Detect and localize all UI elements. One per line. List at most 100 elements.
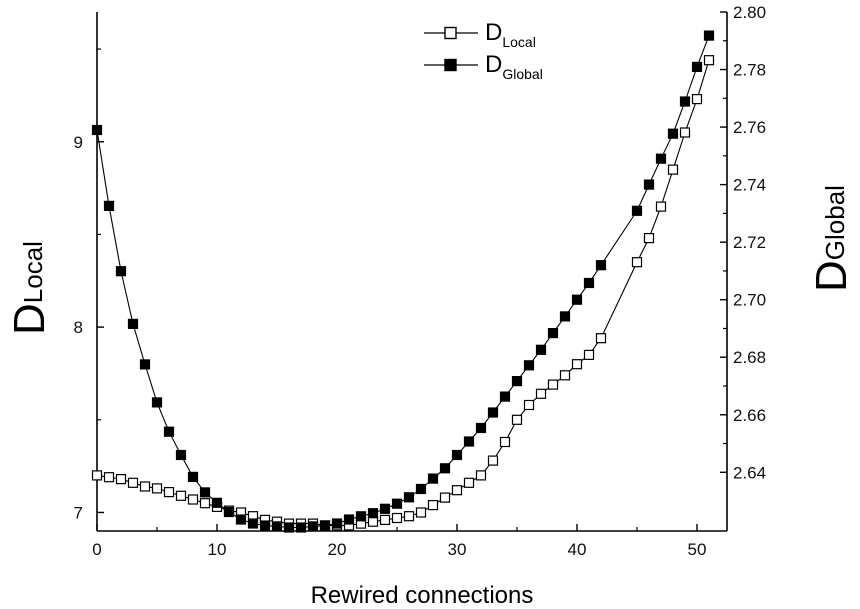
data-point-global: [691, 61, 703, 73]
data-point-local: [463, 477, 475, 488]
data-point-global: [571, 294, 583, 305]
data-point-global: [247, 518, 259, 529]
data-point-local: [415, 507, 427, 518]
x-tick-label: 10: [208, 540, 227, 559]
data-point-local: [595, 333, 607, 344]
data-point-global: [271, 521, 283, 532]
data-point-local: [367, 516, 379, 527]
data-point-local: [187, 494, 199, 505]
data-point-global: [103, 200, 115, 211]
x-tick-label: 40: [568, 540, 587, 559]
data-point-global: [211, 497, 223, 508]
y-left-tick-label: 7: [74, 503, 83, 522]
y-left-tick-label: 9: [74, 133, 83, 152]
x-tick-label: 30: [448, 540, 467, 559]
data-point-global: [127, 318, 139, 329]
legend: DLocal DGlobal: [424, 19, 543, 82]
data-point-global: [667, 128, 679, 139]
data-point-local: [127, 477, 139, 488]
data-point-global: [499, 391, 511, 402]
data-point-global: [475, 422, 487, 434]
data-point-global: [703, 30, 715, 41]
data-point-global: [559, 311, 571, 322]
data-point-local: [151, 483, 163, 494]
data-point-global: [307, 521, 319, 532]
data-point-global: [379, 503, 391, 514]
data-point-global: [367, 508, 379, 519]
data-point-global: [655, 153, 667, 164]
data-point-global: [403, 492, 415, 503]
data-point-local: [103, 472, 115, 483]
data-point-local: [523, 399, 535, 411]
data-point-global: [187, 471, 199, 482]
data-point-local: [547, 379, 559, 390]
x-axis-title: Rewired connections: [311, 582, 534, 609]
y-right-tick-label: 2.66: [733, 406, 766, 425]
x-tick-label: 0: [92, 540, 101, 559]
data-point-global: [427, 473, 439, 484]
data-point-global: [331, 518, 343, 529]
data-point-global: [355, 511, 367, 522]
data-point-global: [295, 522, 307, 533]
data-point-local: [487, 455, 499, 466]
data-point-local: [583, 349, 595, 360]
data-point-global: [439, 463, 451, 474]
data-point-global: [115, 266, 127, 277]
data-point-local: [163, 487, 175, 498]
data-point-local: [391, 512, 403, 524]
data-point-global: [415, 483, 427, 495]
data-point-local: [559, 370, 571, 381]
data-point-local: [571, 359, 583, 370]
data-point-global: [583, 277, 595, 289]
data-point-local: [91, 470, 103, 481]
data-point-global: [319, 520, 331, 531]
data-point-local: [655, 201, 667, 212]
y-right-tick-label: 2.70: [733, 291, 766, 310]
y-right-tick-label: 2.78: [733, 61, 766, 80]
data-point-global: [259, 520, 271, 531]
data-point-local: [439, 492, 451, 503]
data-point-global: [163, 426, 175, 437]
data-point-global: [631, 205, 643, 216]
series-line-local: [96, 60, 710, 526]
data-point-local: [115, 474, 127, 485]
data-point-global: [223, 506, 235, 518]
y-right-axis-title: DGlobal: [807, 185, 856, 292]
data-point-local: [631, 257, 643, 268]
x-tick-label: 20: [328, 540, 347, 559]
data-point-global: [391, 498, 403, 509]
data-point-global: [283, 522, 295, 533]
data-point-local: [139, 481, 151, 492]
data-point-global: [175, 449, 187, 461]
data-point-global: [91, 124, 103, 136]
y-right-tick-label: 2.64: [733, 463, 766, 482]
series-global: [91, 30, 715, 533]
y-left-tick-label: 8: [74, 318, 83, 337]
data-point-global: [511, 376, 523, 387]
data-point-global: [151, 397, 163, 408]
x-tick-label: 50: [688, 540, 707, 559]
data-point-local: [379, 514, 391, 526]
data-point-local: [499, 436, 511, 448]
data-point-global: [487, 407, 499, 418]
data-point-global: [595, 260, 607, 271]
data-point-local: [535, 388, 547, 399]
legend-marker-local: [444, 26, 457, 40]
y-left-axis-title: DLocal: [5, 241, 54, 335]
data-point-global: [139, 359, 151, 370]
data-point-global: [679, 96, 691, 107]
data-point-local: [667, 164, 679, 175]
data-point-global: [235, 514, 247, 525]
legend-label-global: DGlobal: [485, 51, 543, 82]
data-point-local: [691, 93, 703, 105]
y-right-tick-label: 2.68: [733, 348, 766, 367]
data-point-global: [547, 328, 559, 339]
data-point-local: [475, 470, 487, 481]
y-right-tick-label: 2.72: [733, 233, 766, 252]
legend-marker-global: [444, 58, 457, 72]
y-right-tick-label: 2.76: [733, 118, 766, 137]
data-point-global: [643, 179, 655, 190]
data-point-local: [511, 414, 523, 425]
data-point-global: [451, 449, 463, 461]
